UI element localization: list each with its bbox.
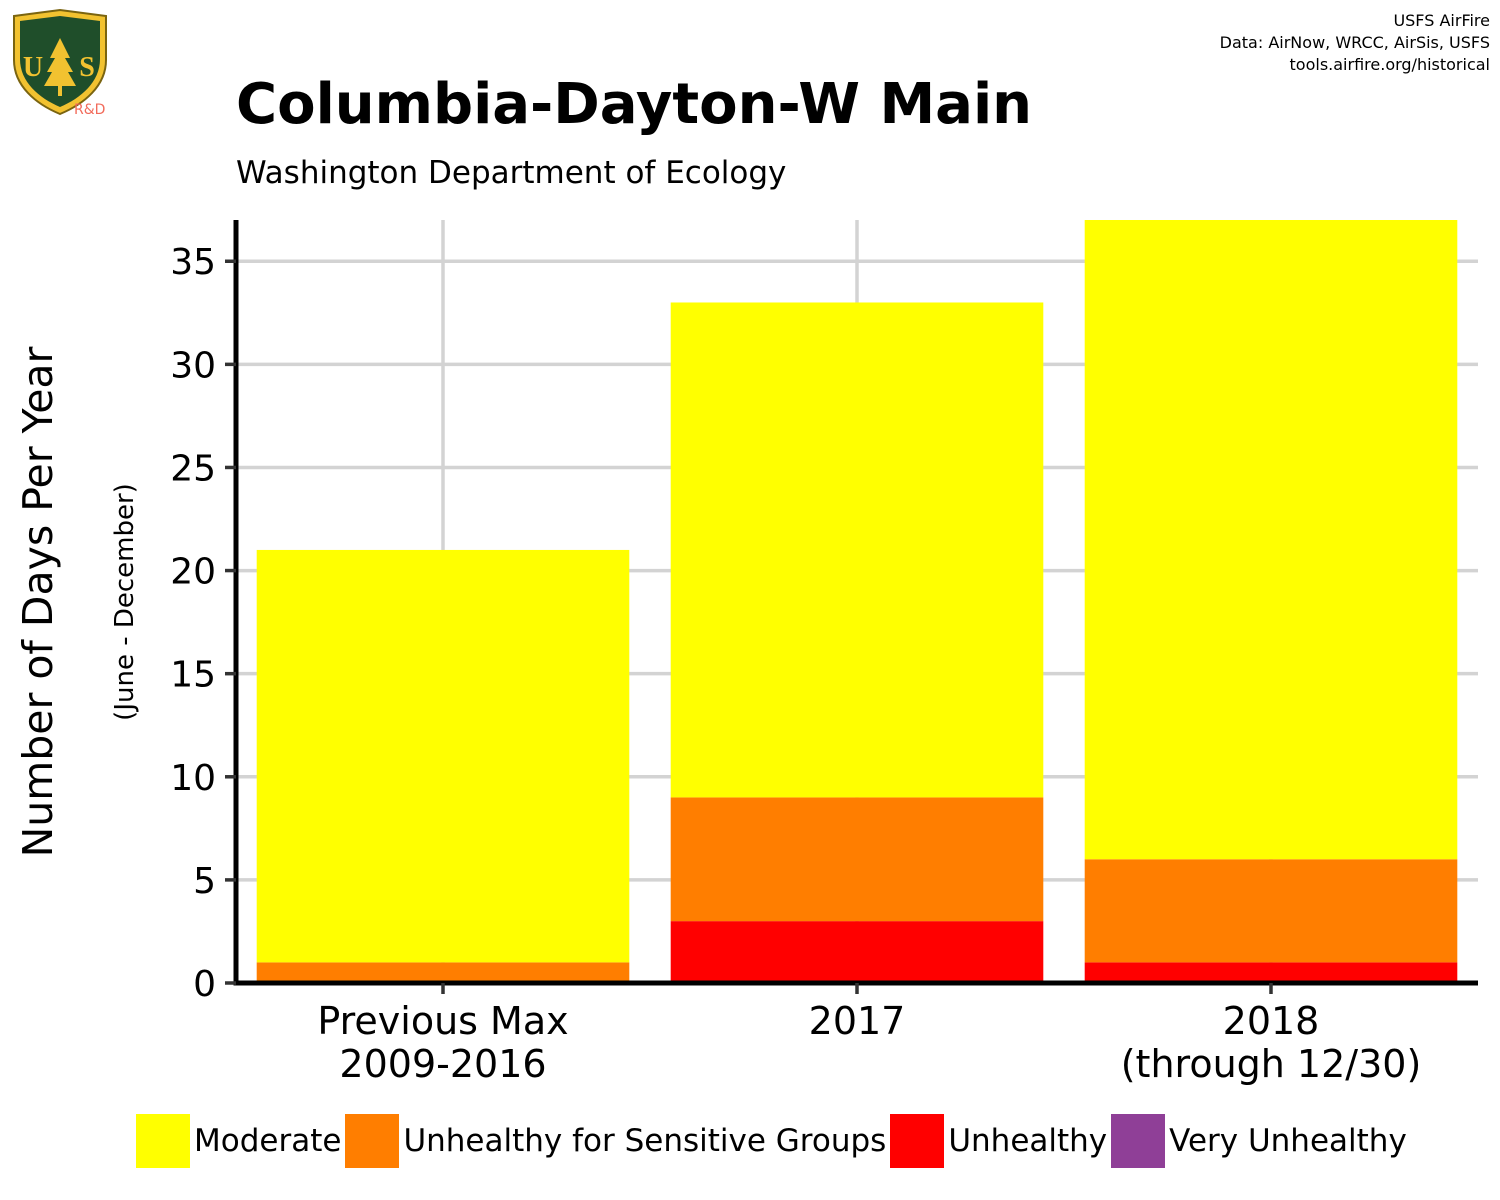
legend-label: Unhealthy (948, 1123, 1108, 1159)
bar-segment (1084, 962, 1458, 983)
y-tick-label: 0 (193, 964, 216, 1005)
x-tick-label: 2018 (1223, 999, 1320, 1043)
chart-title: Columbia-Dayton-W Main (236, 72, 1033, 137)
y-tick-label: 35 (170, 242, 216, 283)
y-axis-subtitle: (June - December) (110, 483, 140, 721)
bar-segment (256, 549, 630, 963)
credit-line: USFS AirFire (1393, 11, 1490, 30)
legend-swatch (1111, 1114, 1166, 1168)
usfs-shield-logo: U S R&D (13, 8, 107, 118)
y-tick-label: 10 (170, 758, 216, 799)
legend-item: Unhealthy for Sensitive Groups (345, 1114, 886, 1168)
y-axis-title: Number of Days Per Year (14, 346, 62, 857)
legend-label: Moderate (194, 1123, 342, 1159)
y-tick-label: 20 (170, 552, 216, 593)
bar-segment (1084, 220, 1458, 860)
svg-text:S: S (79, 52, 95, 83)
svg-text:U: U (23, 52, 43, 83)
legend-item: Unhealthy (890, 1114, 1107, 1168)
x-tick-label: 2009-2016 (339, 1042, 546, 1086)
chart-subtitle: Washington Department of Ecology (236, 155, 787, 191)
legend-swatch (890, 1114, 945, 1168)
credit-line: Data: AirNow, WRCC, AirSis, USFS (1219, 33, 1490, 52)
bar-segment (670, 302, 1044, 798)
legend-label: Unhealthy for Sensitive Groups (403, 1123, 887, 1159)
bars (256, 220, 1458, 983)
y-tick-label: 25 (170, 448, 216, 489)
y-tick-label: 15 (170, 655, 216, 696)
source-credits: USFS AirFire Data: AirNow, WRCC, AirSis,… (1220, 10, 1490, 76)
legend-item: Moderate (136, 1114, 341, 1168)
y-tick-label: 30 (170, 345, 216, 386)
logo-tag: R&D (74, 102, 105, 118)
bar-segment (670, 921, 1044, 983)
legend-label: Very Unhealthy (1169, 1123, 1407, 1159)
bar-segment (256, 962, 630, 983)
legend-item: Very Unhealthy (1111, 1114, 1407, 1168)
credit-line: tools.airfire.org/historical (1289, 55, 1490, 74)
x-tick-label: (through 12/30) (1121, 1042, 1422, 1086)
legend-swatch (345, 1114, 400, 1168)
bar-segment (670, 797, 1044, 922)
bar-segment (1084, 859, 1458, 963)
x-tick-label: 2017 (809, 999, 906, 1043)
x-tick-label: Previous Max (317, 999, 568, 1043)
legend-swatch (136, 1114, 190, 1168)
y-tick-label: 5 (193, 861, 216, 902)
legend: Moderate Unhealthy for Sensitive Groups Un… (136, 1114, 1411, 1168)
